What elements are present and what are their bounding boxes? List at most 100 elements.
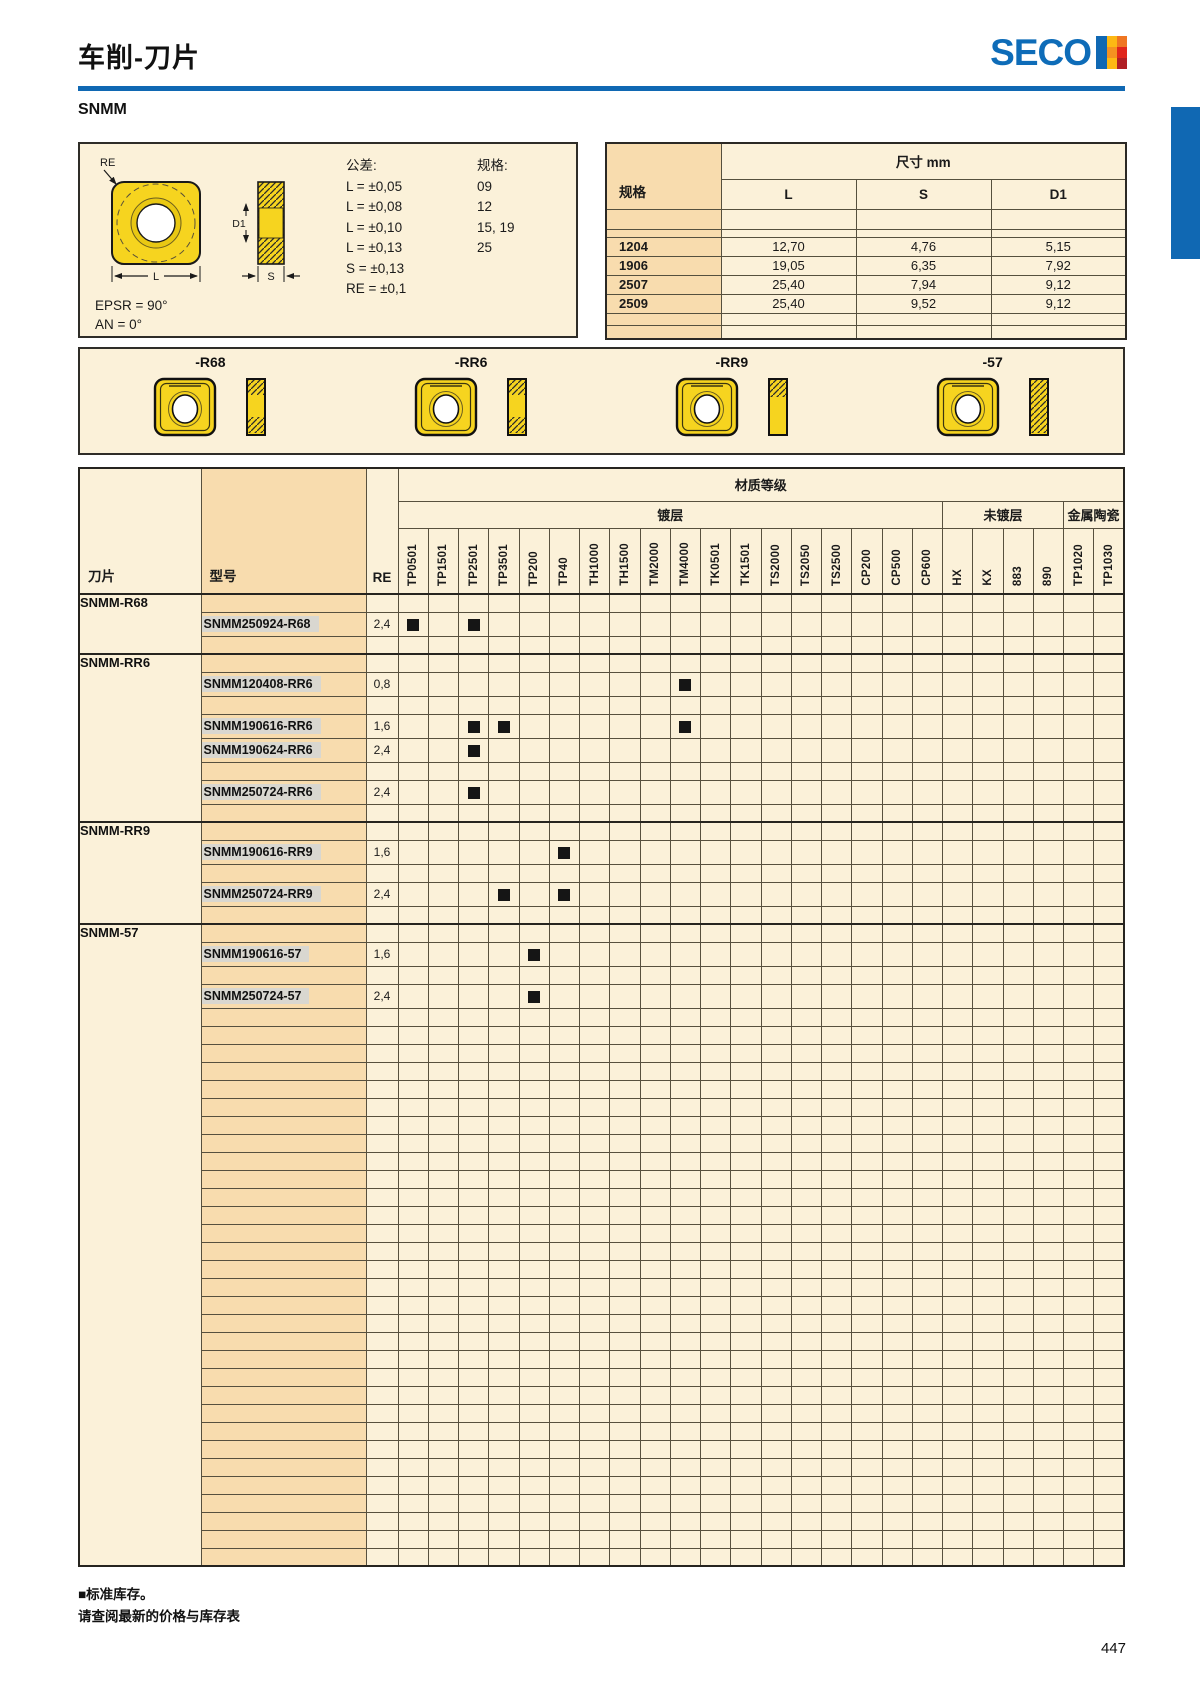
grade-cell [730,635,762,655]
tolerance-title: 公差: [346,158,377,173]
grade-cell [609,1511,641,1531]
grade-cell [639,983,671,1009]
empty-row [79,1439,1125,1459]
empty-row [79,1259,1125,1279]
grade-cell [851,839,883,865]
grade-cell [427,713,460,739]
dims-value: 7,92 [990,255,1127,276]
grade-cell [669,593,702,613]
grade-cell [972,1043,1004,1063]
grade-cell [548,1385,581,1405]
grade-cell [609,1529,641,1549]
grade-cell [488,983,520,1009]
grade-cell [699,1205,732,1225]
re-cell [365,1295,399,1315]
grade-cell [851,1421,883,1441]
grade-cell [1062,1169,1095,1189]
grade-cell [578,695,611,715]
grade-cell [911,821,944,841]
grade-cell [427,695,460,715]
grade-cell [397,941,429,967]
grade-cell [760,1313,792,1333]
grade-cell [457,965,490,985]
grade-cell [548,803,581,823]
grade-cell [790,1133,823,1153]
grade-cell [397,821,429,841]
re-cell [365,923,399,943]
grade-cell [1062,1259,1095,1279]
grade-cell [881,1331,913,1351]
grade-cell [397,881,429,907]
grade-cell [1032,1277,1065,1297]
grade-cell [1002,1241,1034,1261]
grade-cell [397,1061,429,1081]
grade-cell [1002,779,1034,805]
grade-cell [820,1277,853,1297]
grade-cell [760,1169,792,1189]
grade-cell [578,1385,611,1405]
grade-column-header: TS2050 [790,527,823,595]
grade-cell [669,1529,702,1549]
empty-row [79,1457,1125,1477]
grade-cell [790,653,823,673]
grade-cell [427,905,460,925]
designation-cell [200,1421,367,1441]
grade-cell [1002,1007,1034,1027]
spacer-row [79,695,1125,715]
grade-cell [669,635,702,655]
grade-cell [457,1421,490,1441]
grade-cell [1002,1259,1034,1279]
tolerance-line: RE = ±0,1 [346,281,407,296]
grade-cell [609,1115,641,1135]
grade-cell [578,1367,611,1387]
grade-cell [1032,1475,1065,1495]
grade-cell [699,1079,732,1099]
grade-cell [941,1097,974,1117]
grade-cell [911,1169,944,1189]
grade-cell [397,671,429,697]
grade-cell [941,923,974,943]
grade-cell [457,671,490,697]
designation-cell [200,1475,367,1495]
grade-cell [397,1133,429,1153]
re-value: 2,4 [365,983,399,1009]
grade-cell [457,1187,490,1207]
grade-cell [790,1331,823,1351]
grade-cell [881,593,913,613]
grade-cell [972,671,1004,697]
grade-cell [730,671,762,697]
grade-cell [457,695,490,715]
grade-cell [790,941,823,967]
grade-cell [851,593,883,613]
grade-cell [972,593,1004,613]
dims-empty-cell [605,228,722,238]
grade-cell [820,881,853,907]
grade-cell [578,1205,611,1225]
grade-cell [669,1475,702,1495]
grade-cell [457,1529,490,1549]
grade-cell [820,965,853,985]
grade-cell [941,1475,974,1495]
grade-cell [669,1043,702,1063]
grade-cell [760,713,792,739]
re-cell [365,1007,399,1027]
grade-cell [548,1133,581,1153]
grade-cell [911,881,944,907]
stock-square [407,618,420,631]
grade-cell [1093,1313,1125,1333]
grade-cell [488,635,520,655]
grade-cell [518,761,550,781]
grade-cell [820,1295,853,1315]
grade-cell [1062,1151,1095,1171]
grade-column-header: TK0501 [699,527,732,595]
dims-empty-cell [605,208,722,230]
grade-cell [911,1295,944,1315]
grade-cell [1002,1295,1034,1315]
grade-cell [820,1349,853,1369]
grade-cell [488,1133,520,1153]
grade-cell [941,1331,974,1351]
grade-cell [760,737,792,763]
grade-cell [790,905,823,925]
grade-cell [790,1367,823,1387]
grade-cell [699,905,732,925]
